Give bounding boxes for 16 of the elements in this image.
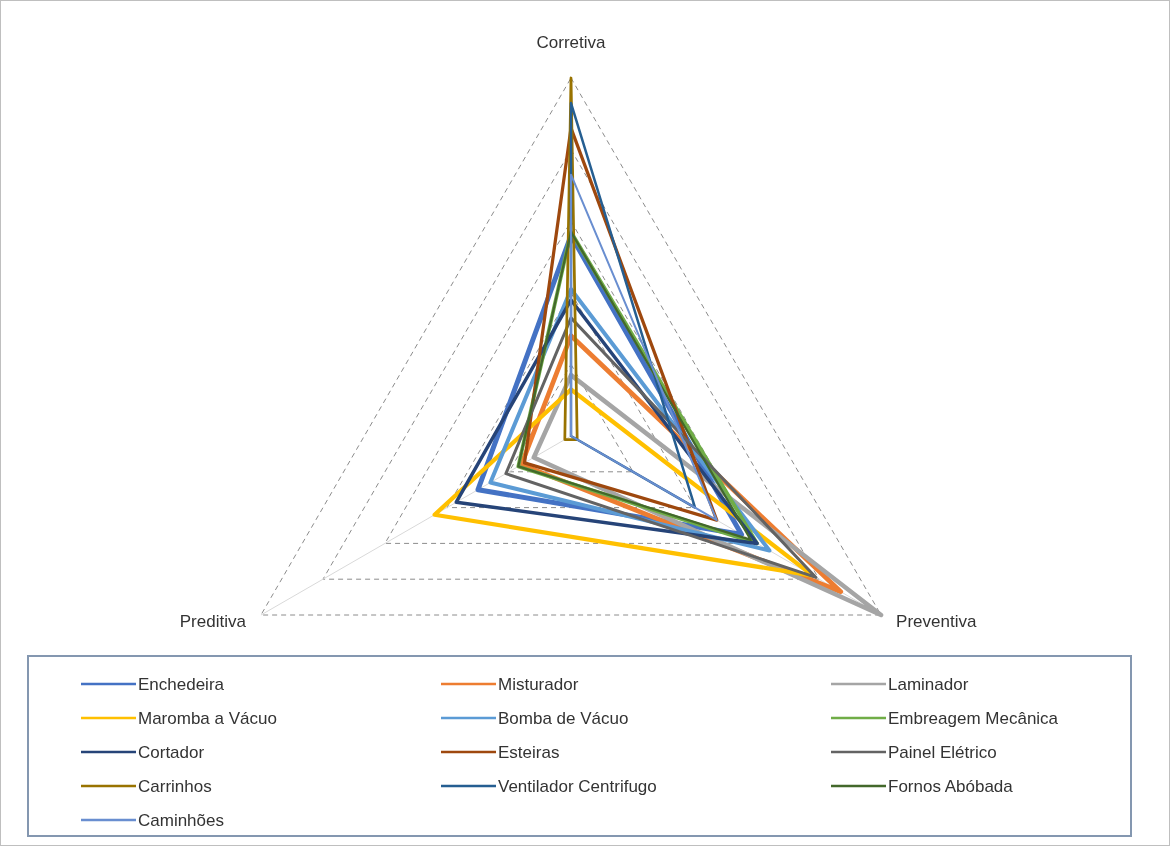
spoke-label: Preventiva (896, 612, 977, 631)
legend-label: Carrinhos (138, 777, 212, 796)
legend-label: Bomba de Vácuo (498, 709, 629, 728)
legend-label: Cortador (138, 743, 205, 762)
spoke-label: Preditiva (179, 612, 247, 631)
legend-label: Enchedeira (138, 675, 225, 694)
legend-label: Laminador (888, 675, 969, 694)
legend-label: Painel Elétrico (888, 743, 997, 762)
legend-label: Esteiras (498, 743, 560, 762)
spoke-label: Corretiva (536, 33, 607, 52)
legend-label: Embreagem Mecânica (888, 709, 1059, 728)
legend-label: Ventilador Centrifugo (498, 777, 657, 796)
legend-label: Fornos Abóbada (888, 777, 1014, 796)
legend-label: Caminhões (138, 811, 224, 830)
legend-label: Maromba a Vácuo (138, 709, 277, 728)
legend-label: Misturador (498, 675, 579, 694)
